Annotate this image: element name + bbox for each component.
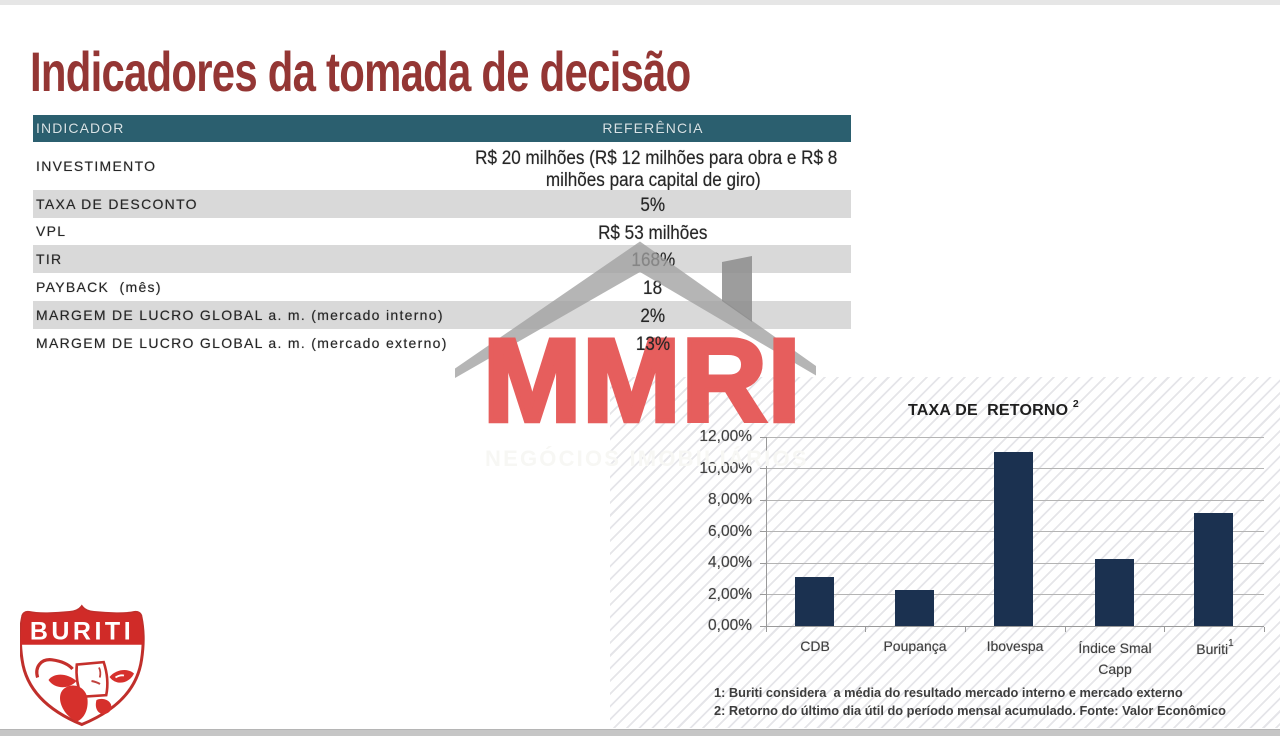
svg-text:BURITI: BURITI bbox=[30, 618, 134, 646]
